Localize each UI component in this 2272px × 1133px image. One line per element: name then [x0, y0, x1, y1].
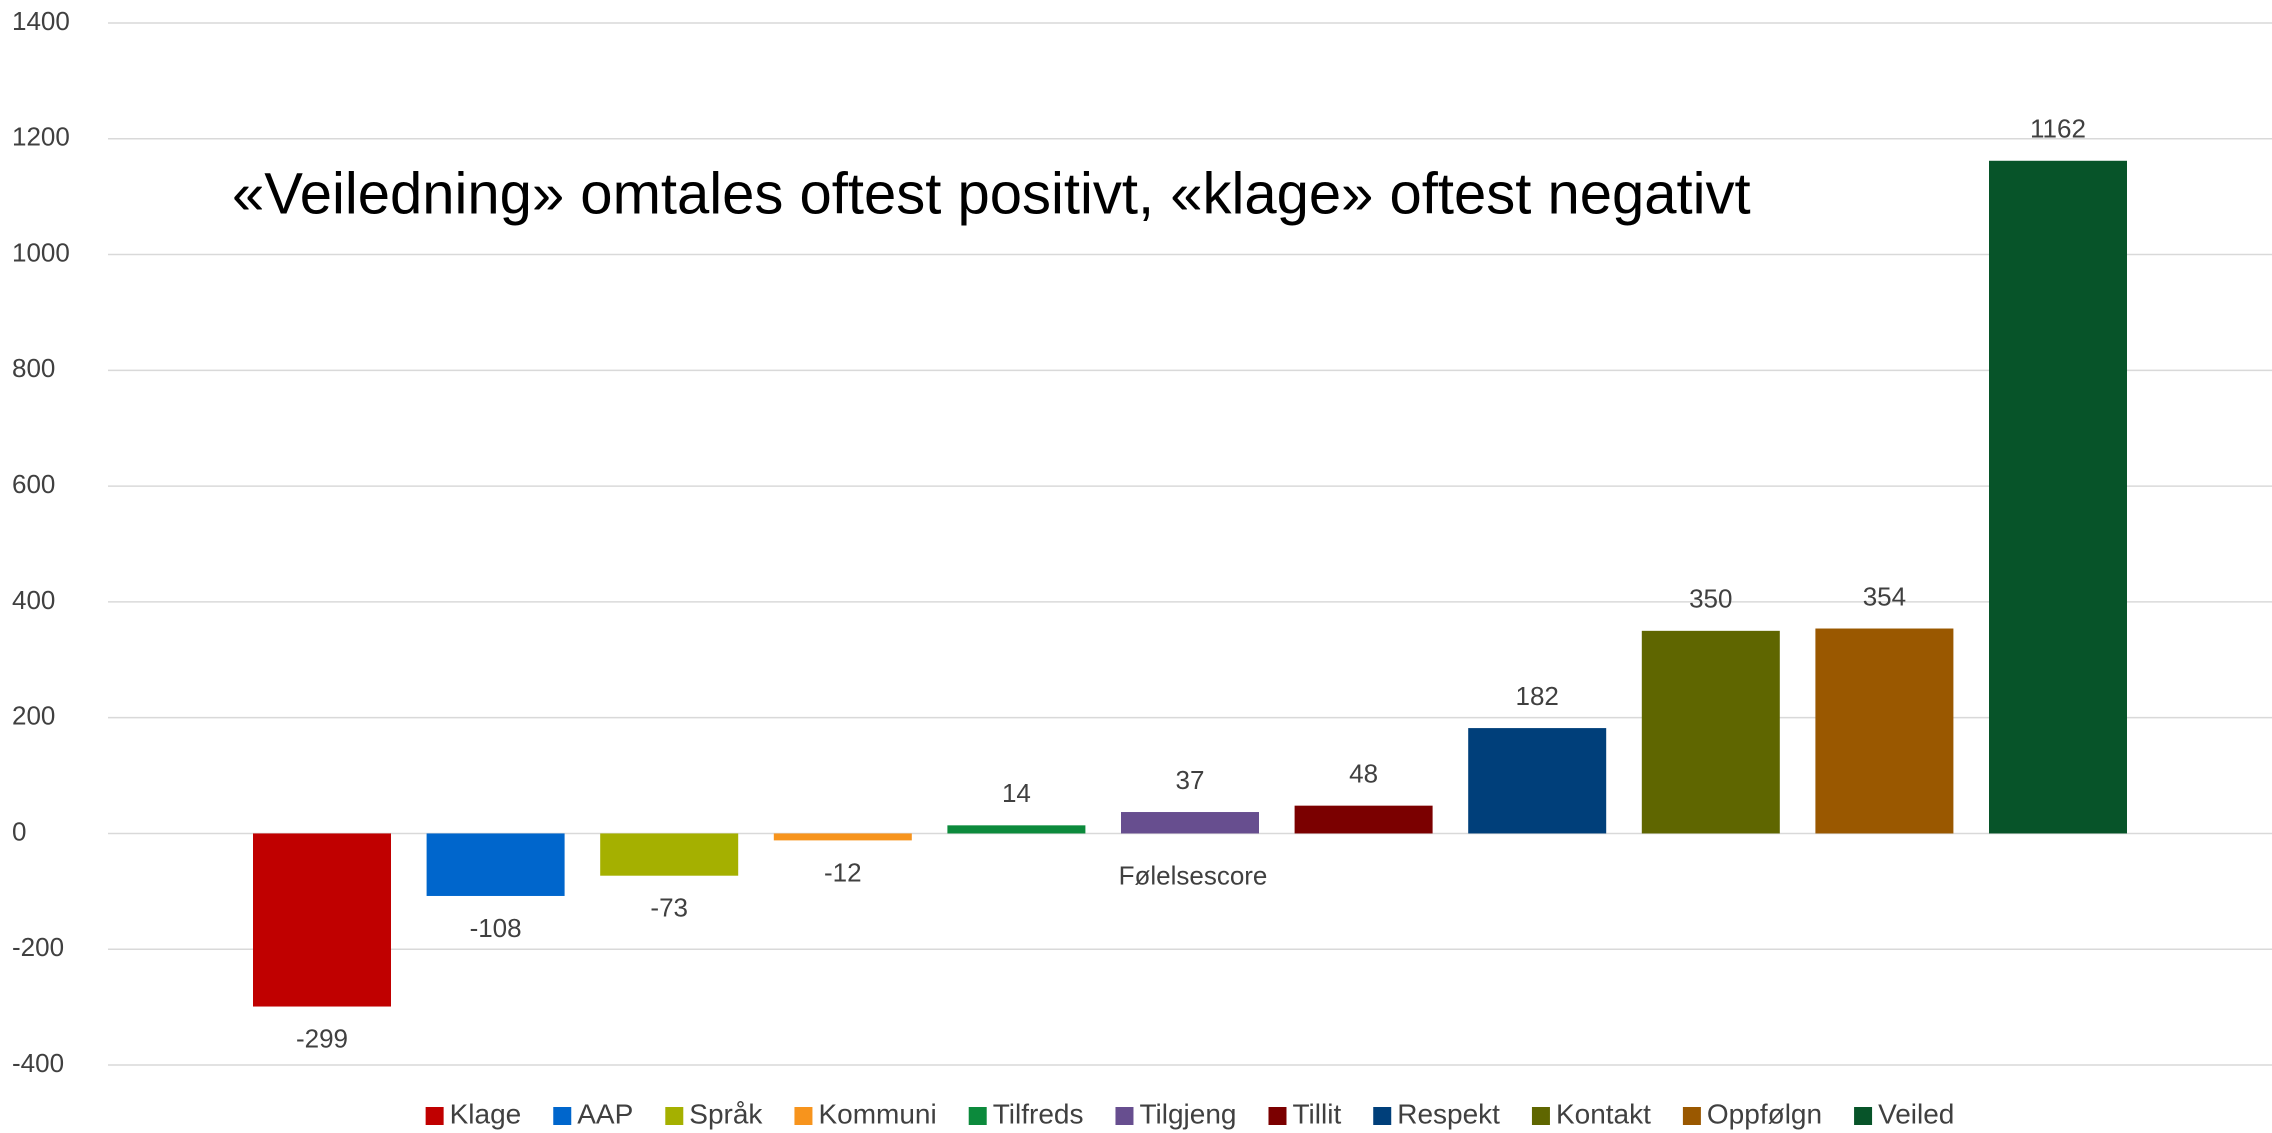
y-tick-label: 200	[12, 701, 55, 731]
value-label: -12	[824, 857, 862, 887]
legend-label: Oppfølgn	[1707, 1098, 1822, 1129]
bar	[1641, 630, 1780, 834]
value-label: 182	[1516, 681, 1559, 711]
legend-label: Tilgjeng	[1139, 1098, 1236, 1129]
legend-swatch	[665, 1107, 684, 1125]
bar	[773, 833, 912, 841]
value-label: 37	[1176, 765, 1205, 795]
bar	[253, 833, 391, 1007]
y-tick-label: 600	[12, 469, 55, 499]
x-tick-label: Følelsescore	[1119, 860, 1268, 890]
legend: Klage AAP Språk Kommuni Tilfreds Tilgjeng Till…	[425, 1098, 1954, 1129]
legend-swatch	[1531, 1107, 1550, 1125]
legend-label: AAP	[577, 1098, 633, 1129]
legend-label: Respekt	[1397, 1098, 1500, 1129]
value-label: 48	[1349, 759, 1378, 789]
legend-swatch	[1115, 1107, 1134, 1125]
bar	[1121, 812, 1259, 834]
legend-swatch	[794, 1107, 813, 1125]
y-tick-label: -400	[12, 1048, 64, 1078]
y-tick-label: -200	[12, 932, 64, 962]
legend-label: Veiled	[1878, 1098, 1954, 1129]
bar	[947, 825, 1086, 834]
y-tick-label: 1200	[12, 122, 70, 152]
legend-swatch	[553, 1107, 572, 1125]
bar	[426, 833, 565, 896]
legend-swatch	[425, 1107, 444, 1125]
bar	[1815, 628, 1954, 834]
value-label: -108	[470, 913, 522, 943]
bar	[600, 833, 739, 876]
value-label: 350	[1689, 584, 1732, 614]
legend-swatch	[1268, 1107, 1287, 1125]
legend-swatch	[968, 1107, 987, 1125]
legend-swatch	[1682, 1107, 1701, 1125]
value-label: -73	[650, 893, 688, 923]
value-label: 14	[1002, 778, 1031, 808]
legend-swatch	[1854, 1107, 1873, 1125]
chart-title: «Veiledning» omtales oftest positivt, «k…	[232, 161, 1751, 226]
y-tick-label: 1400	[12, 6, 70, 36]
bar	[1989, 160, 2127, 834]
value-label: 354	[1863, 581, 1906, 611]
y-tick-label: 1000	[12, 237, 70, 267]
y-tick-label: 0	[12, 816, 26, 846]
legend-label: Språk	[689, 1098, 763, 1129]
bar	[1294, 805, 1433, 834]
value-label: -299	[296, 1023, 348, 1053]
y-tick-label: 400	[12, 585, 55, 615]
value-label: 1162	[2030, 114, 2086, 144]
legend-label: Kontakt	[1556, 1098, 1651, 1129]
legend-label: Kommuni	[818, 1098, 936, 1129]
legend-label: Klage	[450, 1098, 522, 1129]
legend-swatch	[1373, 1107, 1392, 1125]
legend-label: Tilfreds	[993, 1098, 1084, 1129]
y-tick-label: 800	[12, 353, 55, 383]
legend-label: Tillit	[1292, 1098, 1341, 1129]
bar	[1468, 728, 1607, 834]
